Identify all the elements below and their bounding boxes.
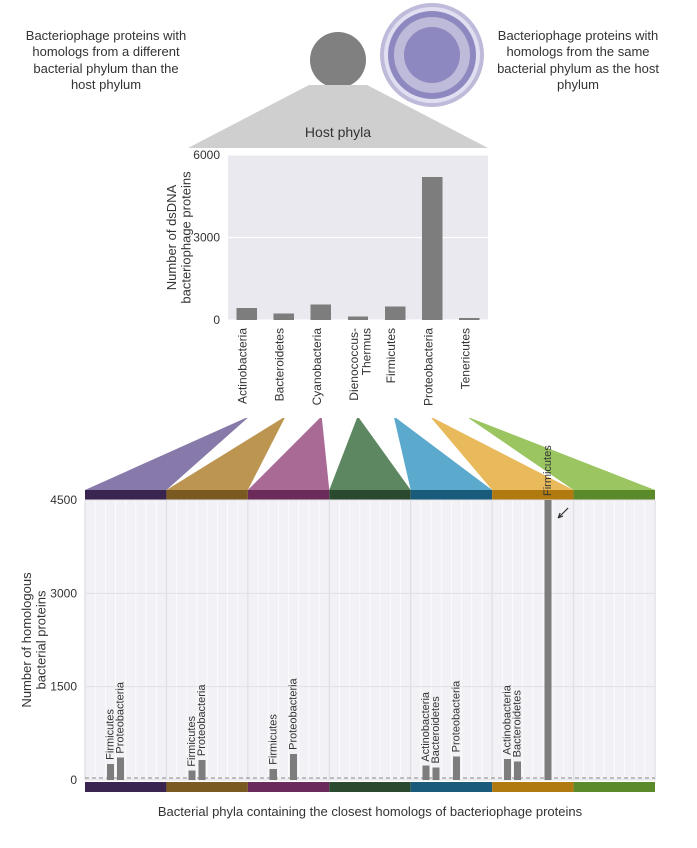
bottom-bar xyxy=(433,768,440,780)
top-xtick: Tenericutes xyxy=(458,328,472,389)
bottom-bar-label: Firmicutes xyxy=(267,714,279,765)
top-bar xyxy=(274,314,294,320)
top-color-band-seg xyxy=(85,490,166,500)
top-bar xyxy=(311,305,331,320)
bottom-bar xyxy=(270,769,277,780)
bottom-color-band-seg xyxy=(329,782,410,792)
bottom-bar xyxy=(514,761,521,780)
bottom-bar-label: Firmicutes xyxy=(542,445,554,496)
bottom-ytick: 3000 xyxy=(50,586,77,600)
bottom-ytick: 4500 xyxy=(50,493,77,507)
bottom-ytick: 1500 xyxy=(50,680,77,694)
bottom-bar xyxy=(422,766,429,780)
bottom-color-band-seg xyxy=(248,782,329,792)
bottom-bar xyxy=(107,764,114,780)
bottom-bar-label: Proteobacteria xyxy=(288,677,300,749)
bottom-bar-label: Proteobacteria xyxy=(115,681,127,753)
bottom-bar-label: Bacteroidetes xyxy=(512,690,524,758)
bottom-color-band-seg xyxy=(492,782,573,792)
top-ytick: 6000 xyxy=(193,148,220,162)
top-bar xyxy=(422,177,442,320)
top-xtick: Cyanobacteria xyxy=(310,328,324,406)
bottom-color-band-seg xyxy=(411,782,492,792)
bottom-bar xyxy=(545,500,552,780)
bottom-ytick: 0 xyxy=(70,773,77,787)
top-xtick: Proteobacteria xyxy=(421,328,435,406)
bottom-color-band-seg xyxy=(166,782,247,792)
top-color-band-seg xyxy=(574,490,655,500)
top-xtick: Dienococcus-Thermus xyxy=(347,328,374,401)
top-ytick: 0 xyxy=(213,313,220,327)
bottom-bar-label: Bacteroidetes xyxy=(430,696,442,764)
bottom-bar xyxy=(188,771,195,780)
top-bar xyxy=(348,317,368,320)
bottom-xlabel: Bacterial phyla containing the closest h… xyxy=(158,804,583,819)
top-xtick: Firmicutes xyxy=(384,328,398,383)
bottom-bar xyxy=(290,754,297,780)
bottom-bar-label: Proteobacteria xyxy=(196,684,208,756)
top-bar xyxy=(385,306,405,320)
top-color-band-seg xyxy=(492,490,573,500)
bottom-color-band-seg xyxy=(85,782,166,792)
bottom-bar xyxy=(453,756,460,780)
top-ylabel: Number of dsDNAbacteriophage proteins xyxy=(164,171,193,304)
top-color-band-seg xyxy=(166,490,247,500)
bottom-bar xyxy=(117,758,124,780)
bottom-ylabel: Number of homologousbacterial proteins xyxy=(19,572,48,708)
bottom-bar xyxy=(198,760,205,780)
legend-grey-circle xyxy=(310,32,366,88)
top-chart-title: Host phyla xyxy=(305,124,371,140)
legend-ring-set xyxy=(380,3,484,107)
legend-left-text: Bacteriophage proteins withhomologs from… xyxy=(6,28,206,93)
bottom-bar-label: Proteobacteria xyxy=(451,680,463,752)
top-ytick: 3000 xyxy=(193,231,220,245)
legend-right-text: Bacteriophage proteins withhomologs from… xyxy=(478,28,678,93)
top-xtick: Bacteroidetes xyxy=(273,328,287,401)
top-bar xyxy=(459,318,479,320)
bottom-bar xyxy=(504,759,511,780)
top-bar xyxy=(236,308,256,320)
top-color-band-seg xyxy=(411,490,492,500)
bottom-color-band-seg xyxy=(574,782,655,792)
top-color-band-seg xyxy=(329,490,410,500)
top-color-band-seg xyxy=(248,490,329,500)
top-xtick: Actinobacteria xyxy=(236,328,250,404)
